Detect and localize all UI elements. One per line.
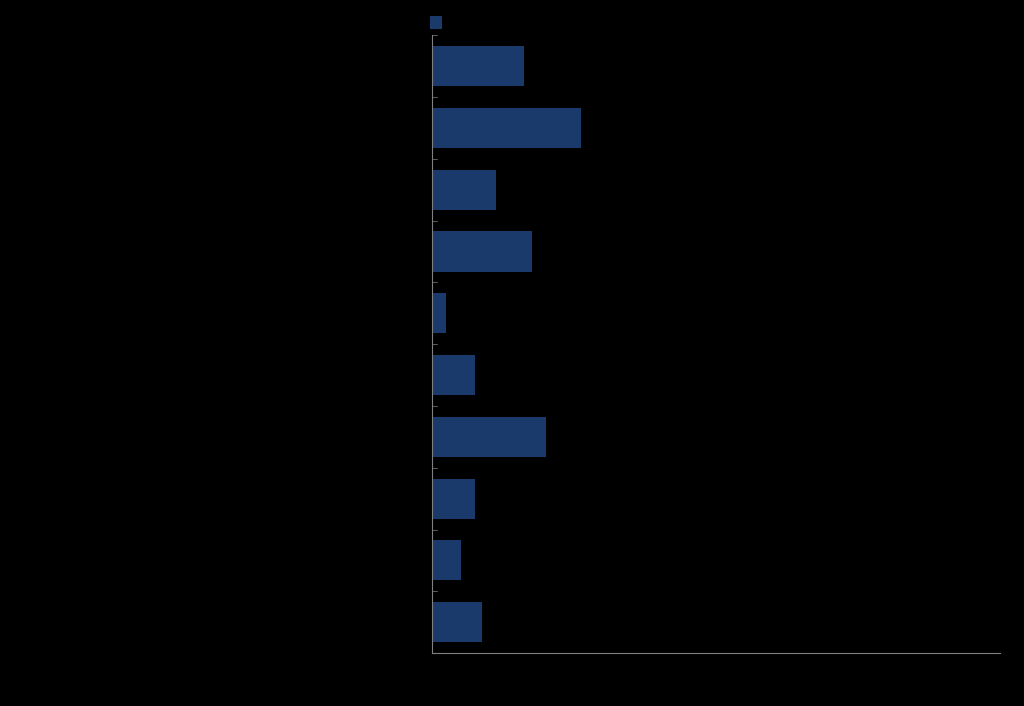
Bar: [432, 46, 524, 86]
Bar: [432, 169, 496, 210]
Bar: [432, 417, 546, 457]
Bar: [432, 293, 446, 333]
Bar: [432, 108, 582, 148]
Bar: [432, 355, 475, 395]
Bar: [432, 479, 475, 519]
Bar: [432, 540, 461, 580]
Bar: [432, 232, 531, 272]
Bar: [432, 602, 482, 642]
